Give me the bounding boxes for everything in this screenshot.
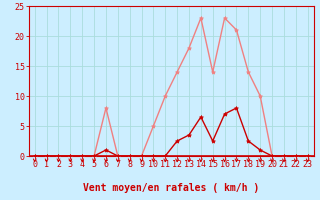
X-axis label: Vent moyen/en rafales ( km/h ): Vent moyen/en rafales ( km/h ) [83,183,259,193]
